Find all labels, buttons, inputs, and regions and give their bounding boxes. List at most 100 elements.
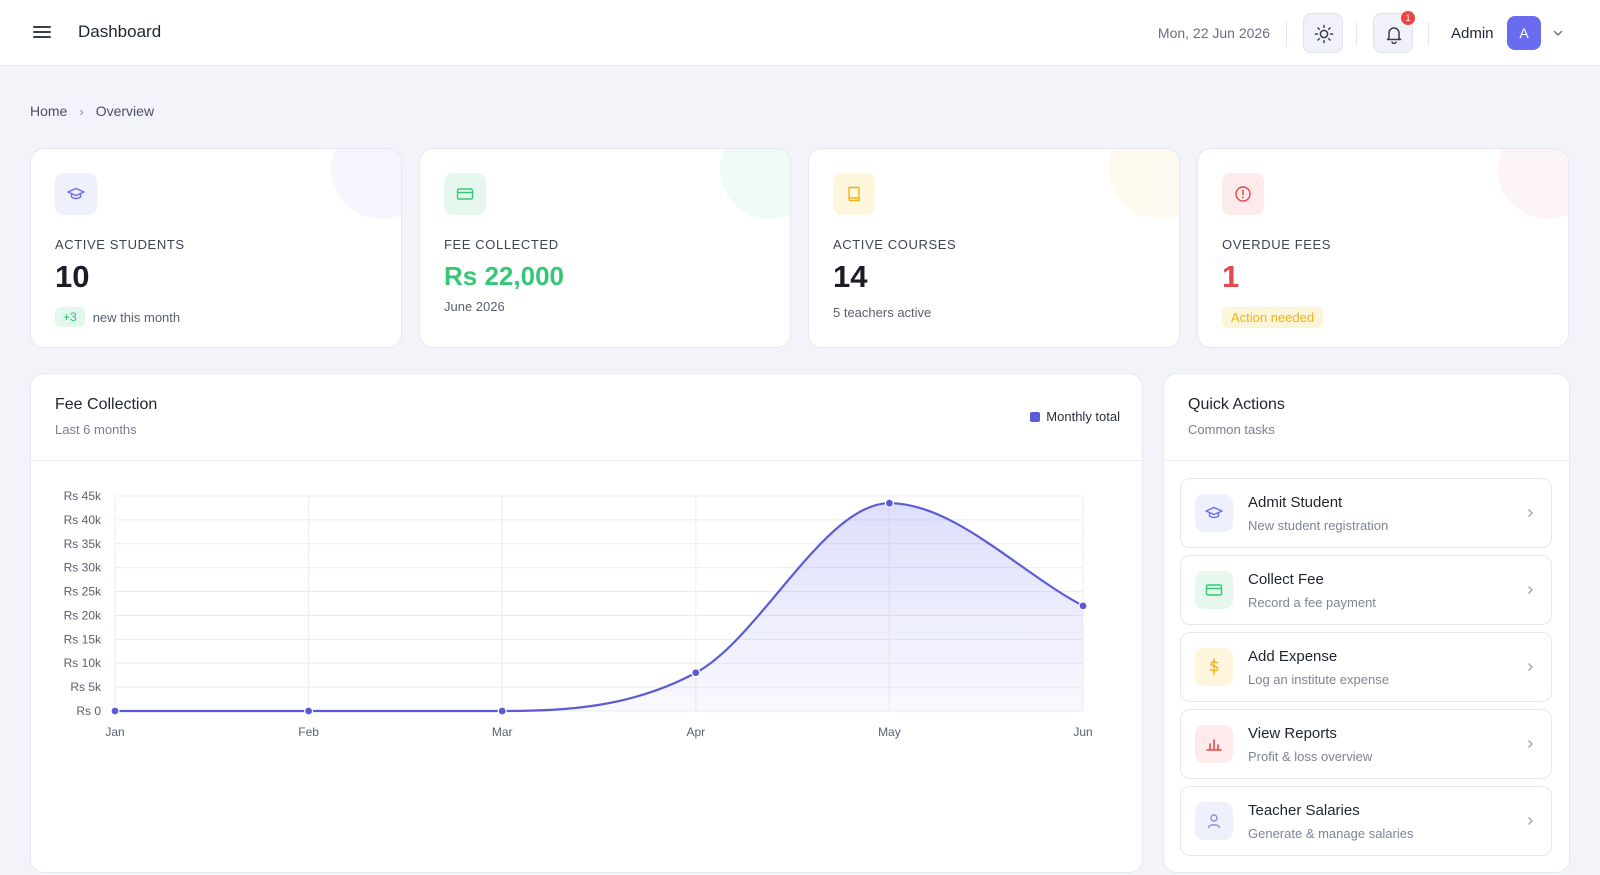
breadcrumb-current: Overview bbox=[95, 103, 155, 119]
x-tick-label: May bbox=[878, 725, 901, 739]
credit-card-icon bbox=[456, 188, 474, 200]
chevron-right-icon bbox=[1528, 509, 1533, 517]
card-subtitle: Common tasks bbox=[1188, 422, 1275, 437]
quick-action-icon-box bbox=[1195, 648, 1233, 686]
credit-card-icon bbox=[1205, 584, 1223, 596]
stat-label: ACTIVE COURSES bbox=[833, 237, 957, 252]
growth-badge: +3 bbox=[55, 307, 85, 327]
stat-value: Rs 22,000 bbox=[444, 261, 564, 291]
x-tick-label: Feb bbox=[298, 725, 319, 739]
legend-swatch bbox=[1030, 411, 1041, 422]
stat-icon-box bbox=[55, 173, 97, 215]
stat-subtext: Action needed bbox=[1222, 307, 1324, 328]
header-divider bbox=[1286, 22, 1287, 46]
top-header: Dashboard Mon, 22 Jun 2026 1 Admin A bbox=[0, 0, 1600, 66]
x-tick-label: Apr bbox=[686, 725, 705, 739]
x-tick-label: Jun bbox=[1073, 725, 1092, 739]
x-tick-label: Mar bbox=[492, 725, 513, 739]
card-title: Fee Collection bbox=[55, 396, 158, 413]
quick-action-collect-fee[interactable]: Collect Fee Record a fee payment bbox=[1180, 555, 1552, 625]
theme-toggle-button[interactable] bbox=[1303, 13, 1343, 53]
quick-action-teacher-salaries[interactable]: Teacher Salaries Generate & manage salar… bbox=[1180, 786, 1552, 856]
header-divider bbox=[1428, 22, 1429, 46]
y-tick-label: Rs 40k bbox=[64, 513, 102, 527]
card-divider bbox=[31, 460, 1142, 461]
chevron-down-icon[interactable] bbox=[1552, 27, 1564, 39]
data-point[interactable] bbox=[691, 668, 701, 678]
data-point[interactable] bbox=[304, 706, 314, 716]
data-point[interactable] bbox=[110, 706, 120, 716]
menu-icon-bar bbox=[33, 26, 51, 28]
data-point[interactable] bbox=[497, 706, 507, 716]
chevron-right-icon bbox=[1528, 663, 1533, 671]
legend-label: Monthly total bbox=[1046, 409, 1120, 424]
stat-subtext: 5 teachers active bbox=[833, 305, 932, 320]
stat-value: 10 bbox=[55, 259, 90, 294]
card-divider bbox=[1164, 460, 1569, 461]
chevron-right-icon bbox=[1528, 740, 1533, 748]
data-point[interactable] bbox=[884, 498, 895, 508]
stat-label: ACTIVE STUDENTS bbox=[55, 237, 185, 252]
stat-icon-box bbox=[1222, 173, 1264, 215]
bar-chart-icon bbox=[1206, 739, 1222, 751]
stat-card-fee-collected: FEE COLLECTED Rs 22,000 June 2026 bbox=[419, 148, 791, 348]
stat-label: OVERDUE FEES bbox=[1222, 237, 1332, 252]
menu-icon-bar bbox=[33, 36, 51, 38]
stat-card-active-students: ACTIVE STUDENTS 10 +3 new this month bbox=[30, 148, 402, 348]
quick-action-view-reports[interactable]: View Reports Profit & loss overview bbox=[1180, 709, 1552, 779]
quick-action-description: Generate & manage salaries bbox=[1248, 826, 1414, 841]
page-title: Dashboard bbox=[78, 22, 162, 41]
breadcrumb: Home › Overview bbox=[30, 103, 154, 119]
y-tick-label: Rs 10k bbox=[64, 656, 102, 670]
quick-action-description: Profit & loss overview bbox=[1248, 749, 1373, 764]
y-tick-label: Rs 45k bbox=[64, 489, 102, 503]
quick-action-add-expense[interactable]: Add Expense Log an institute expense bbox=[1180, 632, 1552, 702]
y-tick-label: Rs 35k bbox=[64, 537, 102, 551]
fee-collection-card: Fee Collection Last 6 months Monthly tot… bbox=[30, 373, 1143, 873]
dollar-icon bbox=[1209, 658, 1219, 676]
book-icon bbox=[848, 186, 860, 202]
user-icon bbox=[1207, 814, 1221, 829]
quick-action-title: Collect Fee bbox=[1248, 571, 1324, 588]
card-title: Quick Actions bbox=[1188, 396, 1285, 413]
data-point[interactable] bbox=[1078, 601, 1088, 611]
action-needed-badge: Action needed bbox=[1222, 307, 1324, 328]
quick-action-icon-box bbox=[1195, 802, 1233, 840]
graduation-cap-icon bbox=[67, 187, 85, 200]
stat-card-overdue-fees: OVERDUE FEES 1 Action needed bbox=[1197, 148, 1569, 348]
quick-action-icon-box bbox=[1195, 571, 1233, 609]
quick-action-title: View Reports bbox=[1248, 725, 1337, 742]
y-tick-label: Rs 0 bbox=[76, 704, 101, 718]
quick-action-description: New student registration bbox=[1248, 518, 1389, 533]
quick-actions-card: Quick Actions Common tasks Admit Student… bbox=[1163, 373, 1570, 873]
sun-icon bbox=[1314, 24, 1334, 44]
y-tick-label: Rs 25k bbox=[64, 585, 102, 599]
graduation-cap-icon bbox=[1205, 506, 1223, 519]
card-decoration bbox=[720, 149, 790, 219]
quick-action-admit-student[interactable]: Admit Student New student registration bbox=[1180, 478, 1552, 548]
quick-action-description: Record a fee payment bbox=[1248, 595, 1376, 610]
notification-badge: 1 bbox=[1401, 11, 1415, 25]
bell-icon bbox=[1386, 27, 1402, 44]
user-name[interactable]: Admin bbox=[1451, 25, 1494, 42]
y-tick-label: Rs 5k bbox=[70, 680, 102, 694]
avatar[interactable]: A bbox=[1507, 16, 1541, 50]
fee-collection-chart: Rs 0 Rs 5k Rs 10k Rs 15k Rs 20k Rs 25k Rs 30k R… bbox=[64, 489, 1093, 739]
menu-icon-bar bbox=[33, 31, 51, 33]
stat-label: FEE COLLECTED bbox=[444, 237, 559, 252]
chevron-right-icon bbox=[1528, 817, 1533, 825]
series-line-monthly-total bbox=[114, 502, 1084, 713]
area-fill bbox=[115, 503, 1083, 711]
quick-action-icon-box bbox=[1195, 494, 1233, 532]
y-tick-label: Rs 15k bbox=[64, 632, 102, 646]
stat-icon-box bbox=[444, 173, 486, 215]
header-date: Mon, 22 Jun 2026 bbox=[1157, 25, 1270, 41]
card-subtitle: Last 6 months bbox=[55, 422, 137, 437]
chevron-right-icon bbox=[1528, 586, 1533, 594]
card-decoration bbox=[331, 149, 401, 219]
breadcrumb-home[interactable]: Home bbox=[30, 103, 68, 119]
stat-card-active-courses: ACTIVE COURSES 14 5 teachers active bbox=[808, 148, 1180, 348]
menu-toggle-button[interactable] bbox=[30, 22, 54, 44]
quick-action-icon-box bbox=[1195, 725, 1233, 763]
x-tick-label: Jan bbox=[105, 725, 124, 739]
